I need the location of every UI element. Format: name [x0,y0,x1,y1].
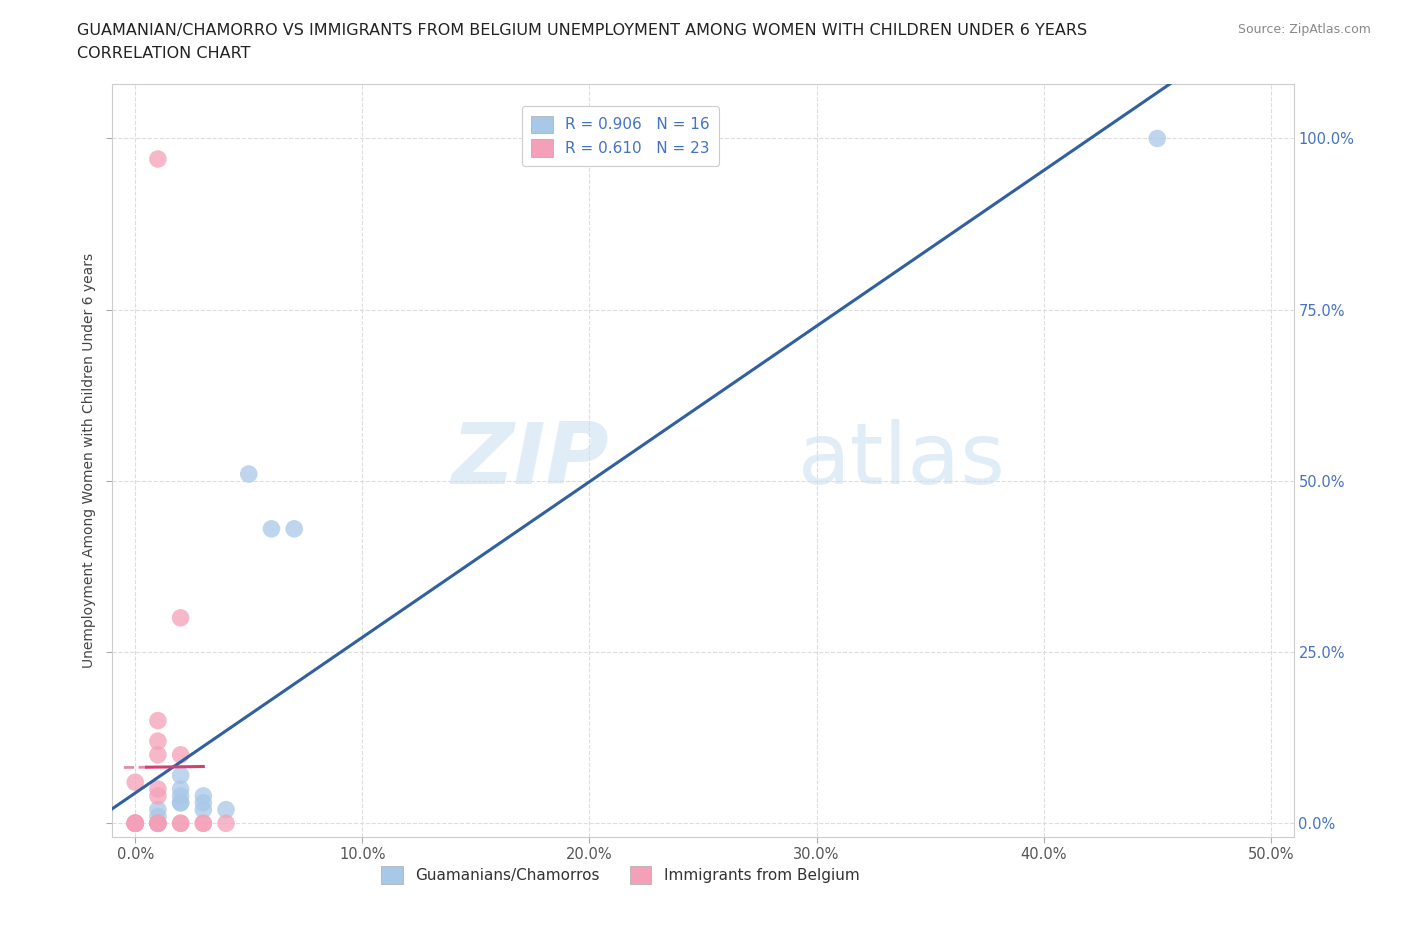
Point [146,152,169,166]
Point [146,816,169,830]
Point [124,816,146,830]
Point [193,789,215,804]
Point [1146,131,1168,146]
Point [169,768,191,783]
Point [169,795,191,810]
Point [146,748,169,763]
Point [169,795,191,810]
Point [124,816,146,830]
Point [238,467,260,482]
Point [215,816,238,830]
Point [146,816,169,830]
Point [215,803,238,817]
Point [193,816,215,830]
Point [146,816,169,830]
Point [124,816,146,830]
Text: ZIP: ZIP [451,418,609,502]
Point [169,816,191,830]
Point [146,734,169,749]
Text: atlas: atlas [797,418,1005,502]
Y-axis label: Unemployment Among Women with Children Under 6 years: Unemployment Among Women with Children U… [82,253,96,668]
Point [169,789,191,804]
Point [193,816,215,830]
Point [146,816,169,830]
Text: Source: ZipAtlas.com: Source: ZipAtlas.com [1237,23,1371,36]
Point [283,522,305,537]
Point [193,803,215,817]
Point [146,809,169,824]
Point [146,803,169,817]
Point [124,775,146,790]
Point [169,748,191,763]
Point [124,816,146,830]
Text: GUAMANIAN/CHAMORRO VS IMMIGRANTS FROM BELGIUM UNEMPLOYMENT AMONG WOMEN WITH CHIL: GUAMANIAN/CHAMORRO VS IMMIGRANTS FROM BE… [77,23,1087,38]
Text: CORRELATION CHART: CORRELATION CHART [77,46,250,61]
Point [124,816,146,830]
Legend: Guamanians/Chamorros, Immigrants from Belgium: Guamanians/Chamorros, Immigrants from Be… [375,859,866,890]
Point [146,713,169,728]
Point [193,795,215,810]
Point [169,610,191,625]
Point [260,522,283,537]
Point [124,816,146,830]
Point [146,789,169,804]
Point [169,781,191,796]
Point [169,816,191,830]
Point [146,781,169,796]
